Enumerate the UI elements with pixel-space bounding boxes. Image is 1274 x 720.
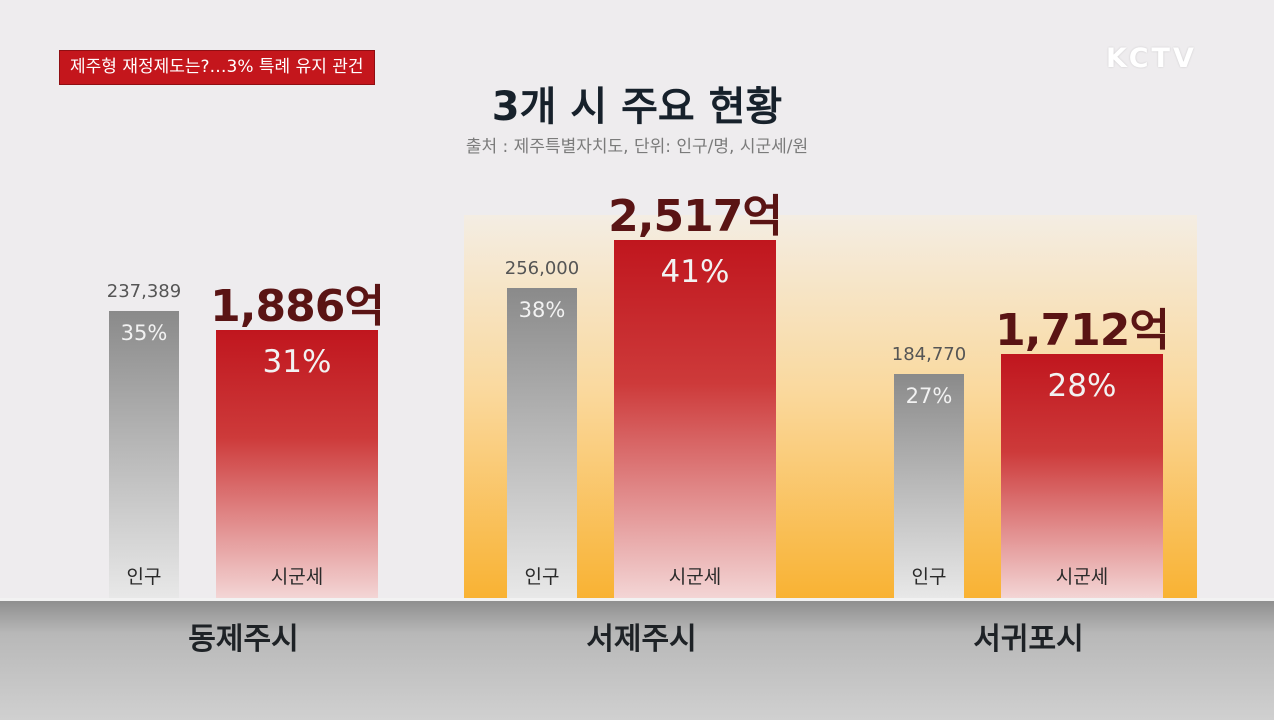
floor-edge: [0, 598, 1274, 601]
headline-banner: 제주형 재정제도는?…3% 특례 유지 관건: [59, 50, 375, 85]
population-value-label: 184,770: [891, 344, 967, 366]
broadcaster-logo: KCTV: [1106, 43, 1197, 74]
population-bar: [507, 288, 577, 598]
tax-percent-label: 28%: [1047, 368, 1117, 405]
population-bar: [894, 374, 964, 598]
tax-bar: [1001, 354, 1163, 598]
population-axis-label: 인구: [911, 566, 947, 588]
tax-value-label: 1,712억: [995, 305, 1170, 357]
population-axis-label: 인구: [524, 566, 560, 588]
population-axis-label: 인구: [126, 566, 162, 588]
tax-axis-label: 시군세: [668, 566, 722, 588]
population-percent-label: 35%: [120, 320, 168, 345]
tax-axis-label: 시군세: [1055, 566, 1109, 588]
population-percent-label: 38%: [518, 298, 566, 322]
population-bar: [109, 310, 179, 598]
tax-value-label: 1,886억: [210, 280, 385, 332]
city-name-label: 동제주시: [188, 622, 299, 657]
population-percent-label: 27%: [905, 384, 953, 409]
tax-bar: [216, 329, 378, 598]
city-name-label: 서귀포시: [973, 622, 1084, 657]
chart-title: 3개 시 주요 현황: [491, 84, 783, 130]
tax-value-label: 2,517억: [608, 191, 783, 242]
tax-percent-label: 31%: [262, 343, 332, 380]
chart-subtitle: 출처 : 제주특별자치도, 단위: 인구/명, 시군세/원: [465, 137, 809, 157]
tax-axis-label: 시군세: [270, 566, 324, 588]
population-value-label: 256,000: [504, 258, 580, 279]
city-name-label: 서제주시: [586, 622, 697, 657]
tax-percent-label: 41%: [660, 254, 730, 290]
population-value-label: 237,389: [106, 280, 182, 302]
floor-band: [0, 600, 1274, 720]
tax-bar: [614, 240, 776, 598]
